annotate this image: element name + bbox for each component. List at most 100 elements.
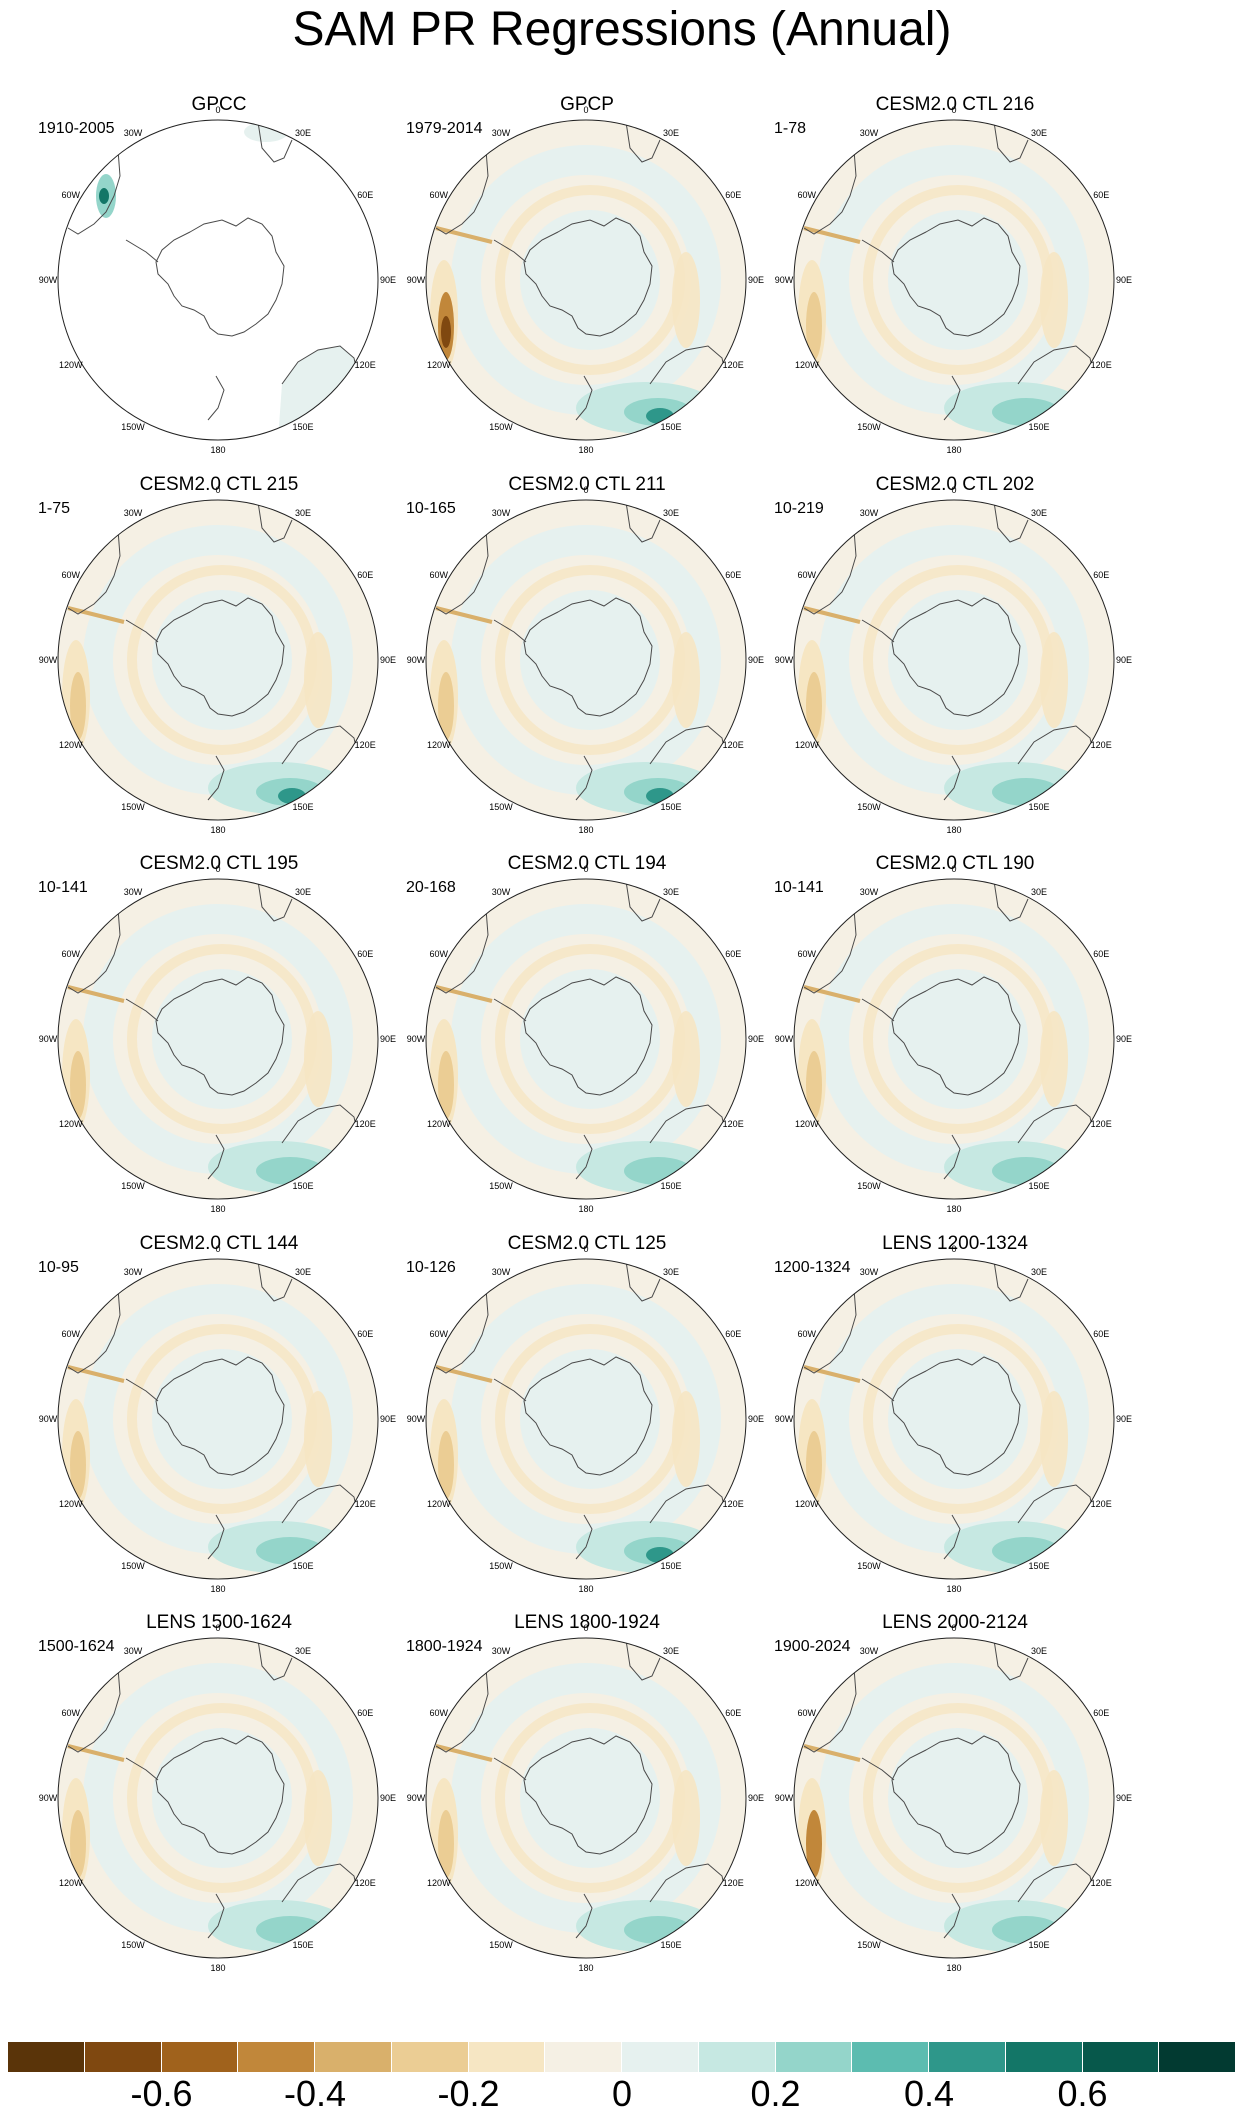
negative-peak bbox=[441, 316, 451, 348]
negative-core bbox=[806, 1051, 822, 1119]
longitude-label: 180 bbox=[210, 445, 225, 455]
longitude-label: 150E bbox=[1028, 1940, 1049, 1950]
panel-period: 1200-1324 bbox=[774, 1259, 851, 1276]
longitude-label: 150E bbox=[660, 422, 681, 432]
longitude-label: 150W bbox=[857, 1181, 881, 1191]
positive-core bbox=[624, 1916, 692, 1944]
longitude-label: 0 bbox=[951, 1244, 956, 1254]
longitude-label: 150W bbox=[857, 802, 881, 812]
drake-streak bbox=[803, 606, 861, 624]
colorbar-swatch bbox=[929, 2042, 1006, 2072]
longitude-label: 60W bbox=[62, 570, 81, 580]
map-border bbox=[425, 119, 747, 441]
panel-period: 1-78 bbox=[774, 120, 807, 137]
panel-period: 1900-2024 bbox=[774, 1638, 851, 1655]
map-panel: CESM2.0 CTL 195 10-141 0 30E 60E 90E 120E 150E 1… bbox=[24, 853, 414, 1237]
longitude-label: 150W bbox=[121, 1940, 145, 1950]
negative-east bbox=[1040, 1011, 1068, 1107]
longitude-label: 150E bbox=[660, 802, 681, 812]
longitude-label: 150E bbox=[1028, 802, 1049, 812]
longitude-label: 30W bbox=[124, 128, 143, 138]
longitude-label: 90W bbox=[39, 655, 58, 665]
longitude-label: 90E bbox=[380, 275, 396, 285]
longitude-label: 180 bbox=[578, 825, 593, 835]
longitude-label: 120E bbox=[355, 360, 376, 370]
longitude-label: 180 bbox=[210, 1963, 225, 1973]
colorbar-label: 0.2 bbox=[750, 2073, 801, 2114]
drake-streak bbox=[803, 1365, 861, 1383]
longitude-label: 150E bbox=[660, 1181, 681, 1191]
panel-title: LENS 1200-1324 bbox=[882, 1233, 1028, 1254]
longitude-label: 150E bbox=[1028, 422, 1049, 432]
inner-positive-region bbox=[888, 1349, 1028, 1489]
polar-map: 0 30E 60E 90E 120E 150E 180 150W 120W 90W 60W 30W bbox=[39, 485, 396, 835]
longitude-label: 150W bbox=[857, 1940, 881, 1950]
longitude-label: 0 bbox=[215, 105, 220, 115]
map-panel: CESM2.0 CTL 194 20-168 0 30E 60E 90E 120E 150E 1… bbox=[392, 853, 782, 1237]
panel-period: 1910-2005 bbox=[38, 120, 115, 137]
longitude-label: 30E bbox=[295, 128, 311, 138]
inner-positive-region bbox=[520, 1728, 660, 1868]
longitude-label: 90W bbox=[775, 655, 794, 665]
longitude-label: 60W bbox=[430, 190, 449, 200]
negative-core bbox=[806, 1810, 822, 1878]
longitude-label: 60W bbox=[798, 949, 817, 959]
polar-map: 0 30E 60E 90E 120E 150E 180 150W 120W 90W 60W 30W bbox=[407, 1244, 764, 1594]
colorbar-swatch bbox=[622, 2042, 699, 2072]
longitude-label: 90E bbox=[748, 655, 764, 665]
panel-title: CESM2.0 CTL 195 bbox=[139, 853, 299, 874]
longitude-label: 90W bbox=[775, 1414, 794, 1424]
longitude-label: 0 bbox=[951, 105, 956, 115]
longitude-label: 120E bbox=[723, 1878, 744, 1888]
longitude-label: 120E bbox=[1091, 360, 1112, 370]
negative-core bbox=[70, 1431, 86, 1499]
longitude-label: 150E bbox=[292, 1181, 313, 1191]
longitude-label: 120W bbox=[427, 1499, 451, 1509]
colorbar-label: -0.6 bbox=[130, 2073, 193, 2114]
longitude-label: 90E bbox=[748, 1793, 764, 1803]
colorbar-label: 0 bbox=[611, 2073, 633, 2114]
longitude-label: 180 bbox=[210, 825, 225, 835]
panel-title: CESM2.0 CTL 211 bbox=[508, 474, 666, 495]
colorbar-swatch bbox=[8, 2042, 85, 2072]
map-border bbox=[57, 878, 379, 1200]
longitude-label: 60E bbox=[357, 570, 373, 580]
longitude-label: 120E bbox=[723, 1119, 744, 1129]
longitude-label: 30E bbox=[295, 1646, 311, 1656]
longitude-label: 120W bbox=[59, 1878, 83, 1888]
longitude-label: 60W bbox=[430, 570, 449, 580]
longitude-label: 120E bbox=[355, 1878, 376, 1888]
longitude-label: 120W bbox=[59, 1119, 83, 1129]
panel-period: 1800-1924 bbox=[406, 1638, 483, 1655]
longitude-label: 30W bbox=[492, 1646, 511, 1656]
positive-peak bbox=[99, 188, 109, 204]
longitude-label: 90E bbox=[380, 655, 396, 665]
longitude-label: 0 bbox=[583, 1623, 588, 1633]
longitude-label: 120E bbox=[1091, 1499, 1112, 1509]
map-panel: CESM2.0 CTL 125 10-126 0 30E 60E 90E 120E 150E 1… bbox=[392, 1233, 782, 1617]
longitude-label: 120W bbox=[795, 360, 819, 370]
polar-map: 0 30E 60E 90E 120E 150E 180 150W 120W 90W 60W 30W bbox=[775, 105, 1132, 455]
longitude-label: 120W bbox=[427, 740, 451, 750]
longitude-label: 60E bbox=[1093, 1329, 1109, 1339]
panel-period: 10-219 bbox=[774, 500, 824, 517]
longitude-label: 30W bbox=[492, 508, 511, 518]
inner-positive-region bbox=[888, 210, 1028, 350]
map-border bbox=[425, 878, 747, 1200]
longitude-label: 90W bbox=[39, 1414, 58, 1424]
longitude-label: 30E bbox=[663, 1267, 679, 1277]
longitude-label: 120E bbox=[723, 1499, 744, 1509]
longitude-label: 30E bbox=[663, 508, 679, 518]
map-panel: CESM2.0 CTL 216 1-78 0 30E 60E 90E 120E 150E 180… bbox=[760, 94, 1150, 478]
longitude-label: 90W bbox=[407, 1414, 426, 1424]
longitude-label: 60W bbox=[62, 1329, 81, 1339]
drake-streak bbox=[803, 226, 861, 244]
longitude-label: 150W bbox=[489, 1940, 513, 1950]
negative-core bbox=[70, 1810, 86, 1878]
panel-title: CESM2.0 CTL 216 bbox=[875, 94, 1035, 115]
longitude-label: 30E bbox=[1031, 1646, 1047, 1656]
panel-title: LENS 2000-2124 bbox=[882, 1612, 1028, 1633]
longitude-label: 30E bbox=[1031, 1267, 1047, 1277]
colorbar-swatch bbox=[468, 2042, 546, 2072]
longitude-label: 180 bbox=[210, 1584, 225, 1594]
